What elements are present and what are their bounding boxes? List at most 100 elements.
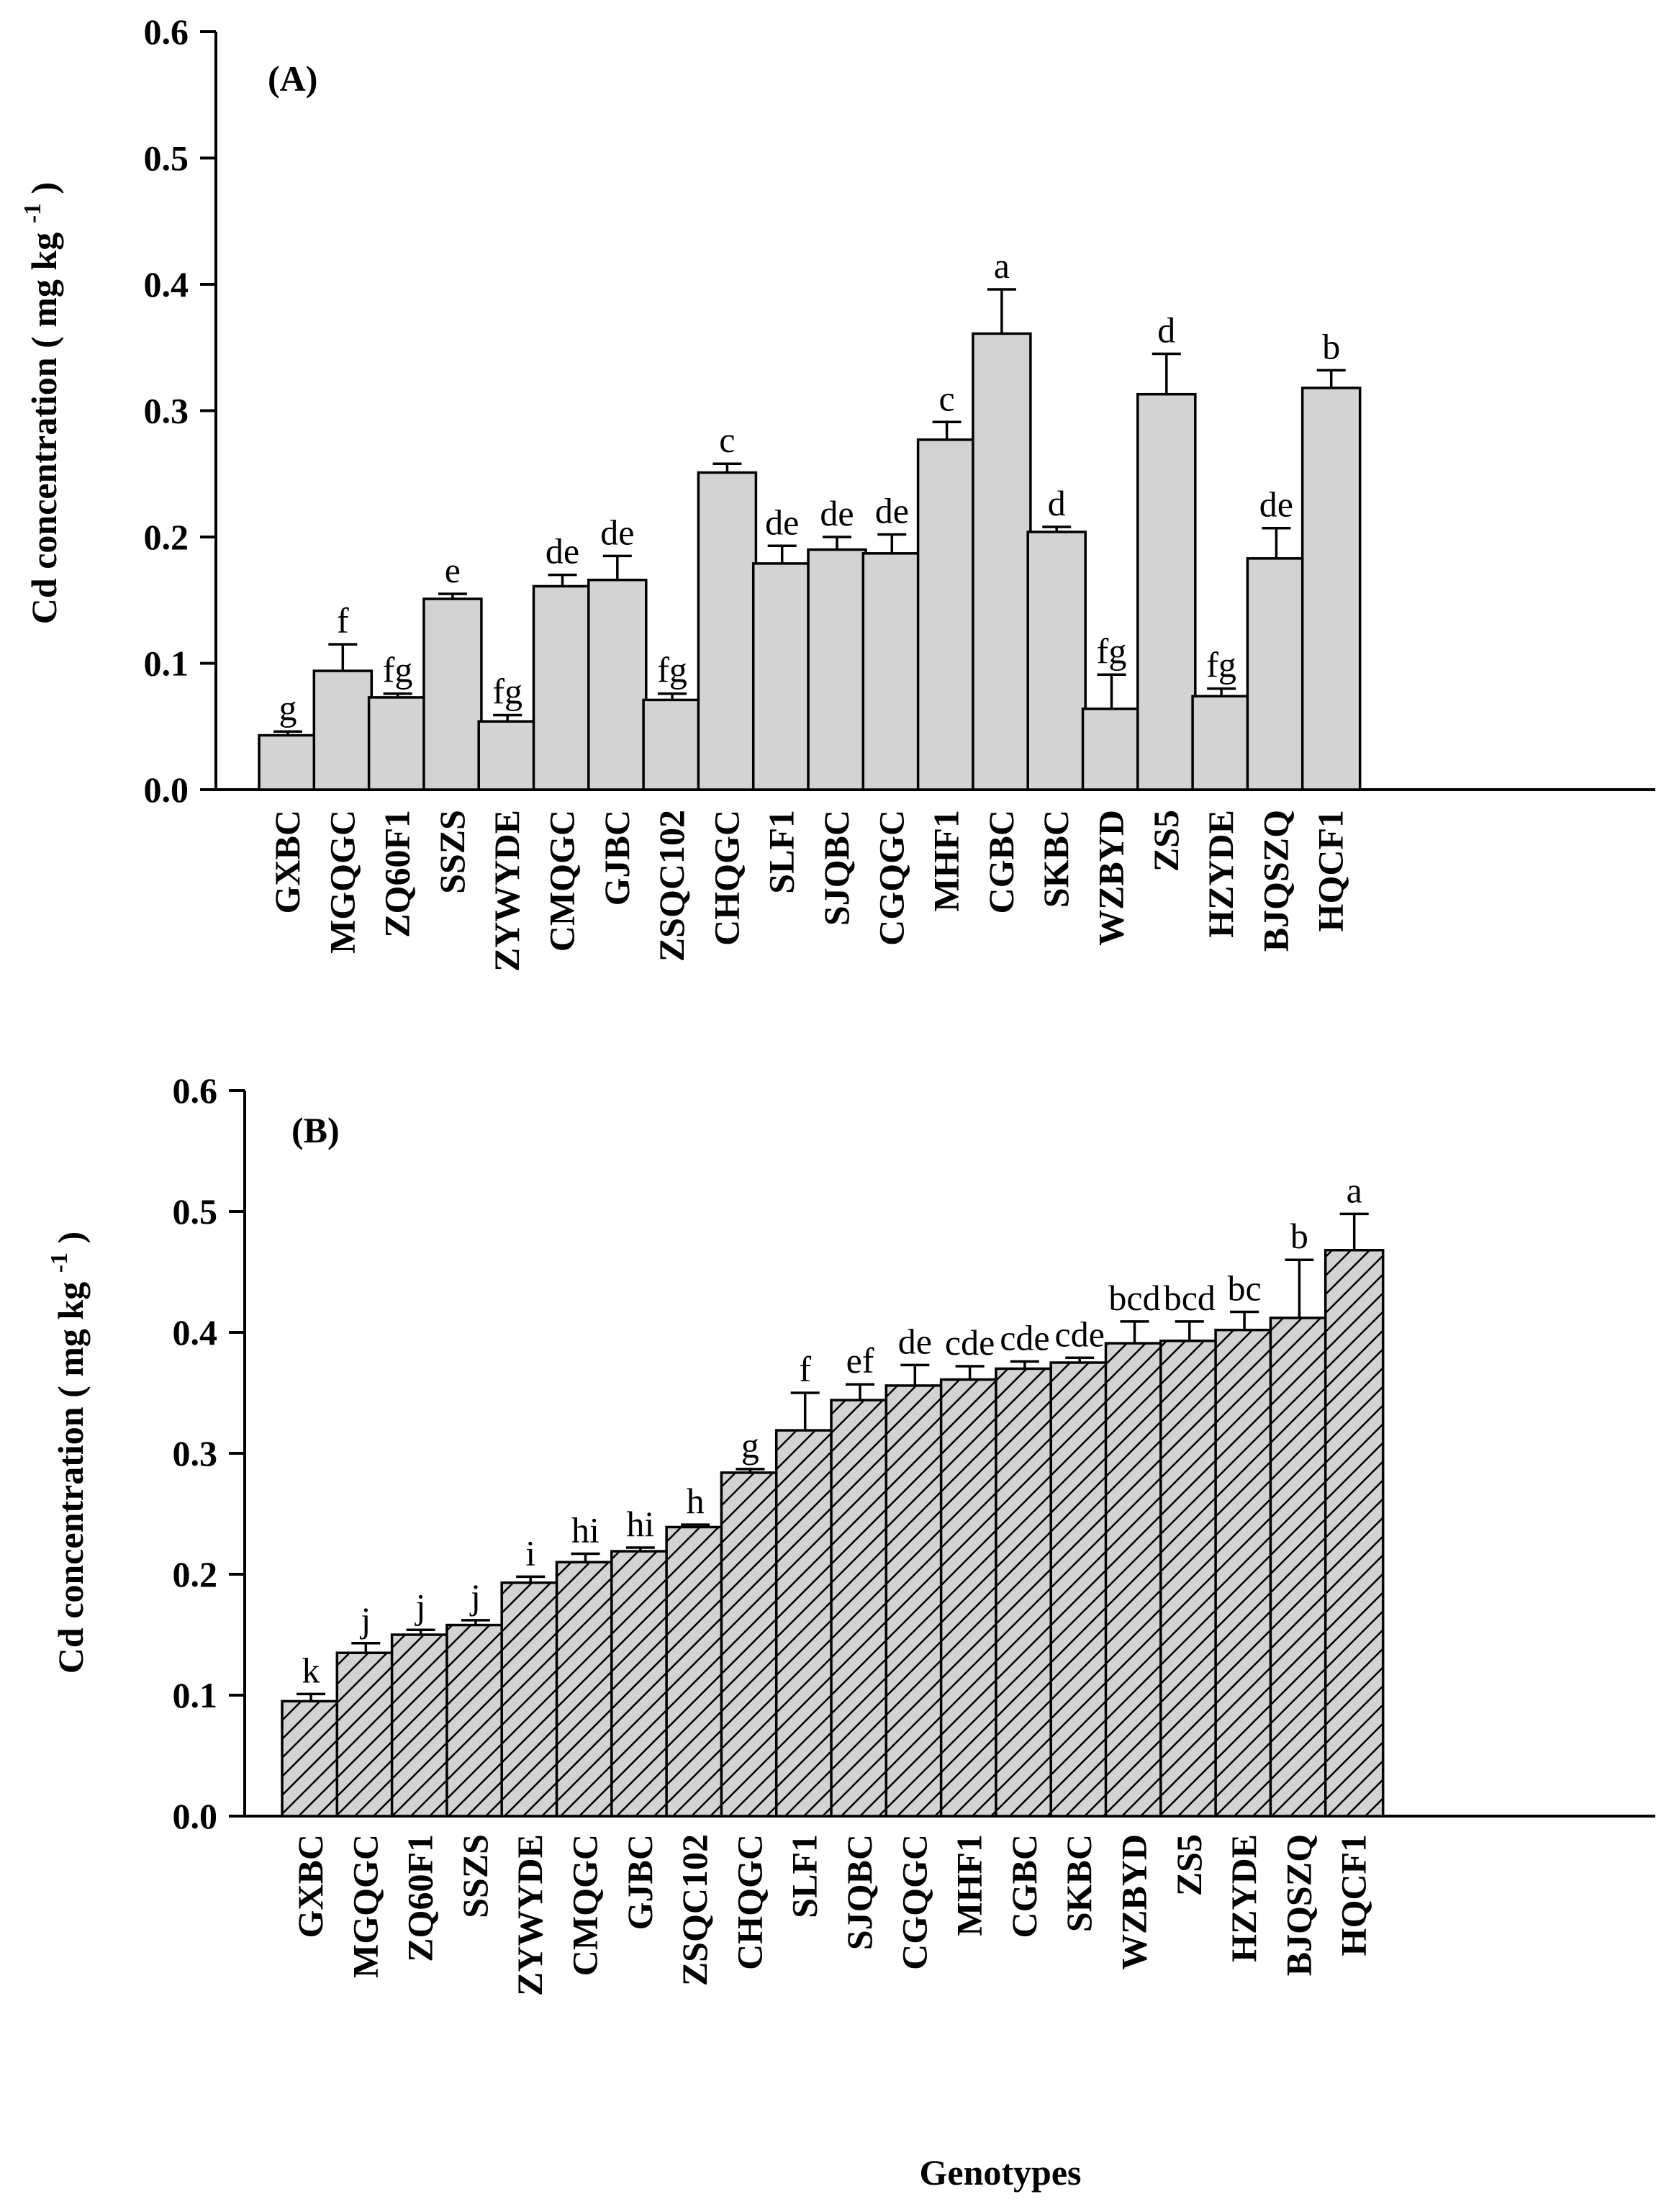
error-bar <box>273 730 302 736</box>
error-bar <box>712 462 742 473</box>
significance-letter: fg <box>1097 631 1127 671</box>
x-tick-label: SKBC <box>1036 810 1076 908</box>
significance-letter: bc <box>1227 1268 1261 1308</box>
x-tick-label: HZYDE <box>1200 810 1241 938</box>
bar-zywyde <box>477 720 538 791</box>
significance-letter: fg <box>492 671 522 711</box>
bar-hqcf1 <box>1324 1249 1385 1818</box>
significance-letter: g <box>279 687 297 728</box>
significance-letter: cde <box>1000 1317 1049 1358</box>
error-bar <box>1339 1212 1369 1250</box>
panel-label: (A) <box>268 58 317 99</box>
x-tick-label: ZSQC102 <box>651 810 692 962</box>
bar-skbc <box>1026 531 1087 791</box>
significance-letter: f <box>337 600 349 641</box>
x-tick-label: CGBC <box>1004 1834 1044 1938</box>
significance-letter: k <box>302 1650 320 1690</box>
error-bar <box>1207 687 1236 697</box>
error-bar <box>1120 1320 1149 1344</box>
error-bar <box>383 692 412 698</box>
bar-mgqgc <box>335 1651 397 1818</box>
x-tick-label: CHQGC <box>729 1834 769 1970</box>
significance-letter: cde <box>1055 1314 1105 1354</box>
error-bar <box>823 536 851 550</box>
bar-zs5 <box>1159 1340 1220 1818</box>
error-bar <box>571 1552 600 1563</box>
bar-wzbyd <box>1081 707 1142 791</box>
significance-letter: fg <box>383 650 413 690</box>
bar-cgqgc <box>884 1384 946 1818</box>
y-tick-label: 0.1 <box>144 644 189 684</box>
error-bar <box>1285 1258 1314 1318</box>
bar-cmqgc <box>532 584 593 791</box>
x-tick-label: CGQGC <box>871 810 911 946</box>
bar-zsqc102 <box>665 1525 725 1818</box>
x-tick-label: SSZS <box>455 1834 495 1918</box>
x-tick-label: ZQ60F1 <box>400 1834 440 1962</box>
error-bar <box>658 692 687 700</box>
x-tick-label: ZS5 <box>1146 810 1186 872</box>
y-tick-label: 0.5 <box>144 138 189 179</box>
significance-letter: ef <box>846 1340 874 1381</box>
y-axis-title: Cd concentration ( mg kg -1 ) <box>46 1232 91 1674</box>
error-bar <box>1065 1356 1095 1363</box>
bar-gxbc <box>258 733 318 791</box>
bar-gjbc <box>587 578 648 791</box>
error-bar <box>767 544 797 564</box>
error-bar <box>1262 526 1291 559</box>
bar-mhf1 <box>916 438 977 791</box>
panel-b-chart: 0.0 0.1 0.2 0.3 0.4 0.5 0.6 Cd concentration ( … <box>46 1070 1655 1996</box>
significance-letter: de <box>898 1321 932 1361</box>
significance-letter: c <box>719 420 735 460</box>
x-tick-label: SLF1 <box>784 1834 825 1918</box>
error-bar <box>516 1575 546 1583</box>
significance-letter: cde <box>945 1322 995 1363</box>
bar-hzyde <box>1191 695 1252 791</box>
x-tick-label: ZQ60F1 <box>377 810 417 938</box>
x-tick-label: HZYDE <box>1223 1834 1264 1962</box>
y-tick-label: 0.0 <box>144 769 189 810</box>
x-tick-label: MHF1 <box>949 1834 990 1936</box>
x-tick-label: ZYWYDE <box>487 810 527 972</box>
significance-letter: de <box>765 502 799 542</box>
bar-wzbyd <box>1104 1342 1165 1818</box>
error-bar <box>548 573 577 587</box>
significance-letter: de <box>1259 484 1293 525</box>
x-tick-label: GJBC <box>620 1834 660 1930</box>
x-tick-label: MGQGC <box>345 1834 385 1978</box>
significance-letter: de <box>820 493 854 533</box>
x-tick-label: CMQGC <box>542 810 582 952</box>
x-tick-label: SKBC <box>1059 1834 1099 1932</box>
y-tick-label: 0.5 <box>173 1191 218 1232</box>
bar-skbc <box>1049 1361 1110 1818</box>
bar-sjqbc <box>830 1399 890 1818</box>
bar-zs5 <box>1136 392 1197 791</box>
y-axis-title-superscript: -1 <box>19 203 46 223</box>
significance-letter: b <box>1322 326 1340 366</box>
significance-letter: d <box>1048 483 1066 523</box>
error-bar <box>846 1383 874 1401</box>
significance-letter: fg <box>1206 645 1236 685</box>
error-bar <box>681 1523 710 1527</box>
x-tick-label: GXBC <box>267 810 307 913</box>
significance-letter: a <box>1347 1170 1362 1210</box>
x-tick-label: BJQSZQ <box>1278 1834 1318 1976</box>
y-tick-label: 0.2 <box>144 517 189 557</box>
panel-label: (B) <box>291 1110 340 1150</box>
bar-cgqgc <box>861 552 923 791</box>
bar-cmqgc <box>555 1561 616 1818</box>
y-tick-label: 0.0 <box>173 1796 218 1836</box>
error-bar <box>1152 352 1181 394</box>
error-bar <box>932 420 962 440</box>
y-tick-label: 0.4 <box>144 264 189 304</box>
significance-letter: d <box>1157 310 1175 351</box>
x-tick-label: SJQBC <box>839 1834 879 1950</box>
bar-hzyde <box>1214 1328 1275 1818</box>
significance-letter: fg <box>657 650 687 690</box>
y-tick-label: 0.3 <box>144 391 189 431</box>
x-tick-label: MHF1 <box>926 810 967 912</box>
error-bar <box>1042 525 1072 532</box>
error-bar <box>351 1642 381 1653</box>
significance-letter: f <box>799 1349 811 1389</box>
error-bar <box>955 1365 985 1380</box>
